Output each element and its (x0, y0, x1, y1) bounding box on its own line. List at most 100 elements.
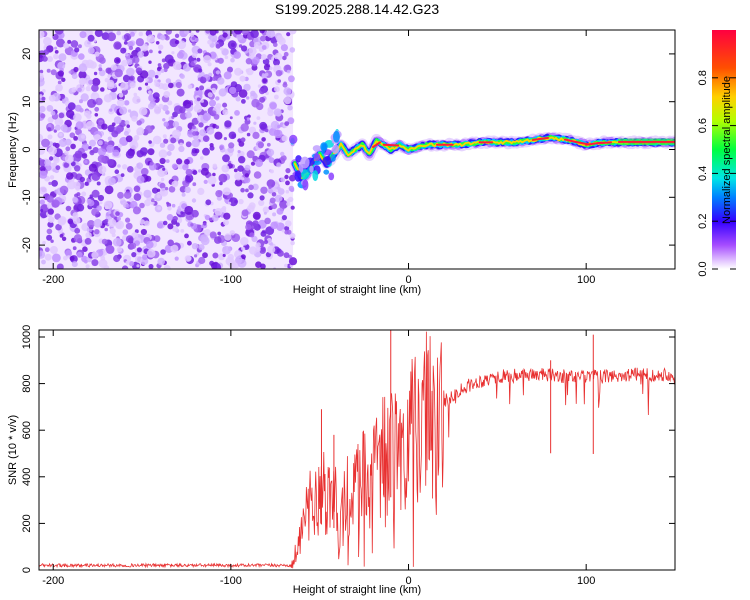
noise-speckle (136, 127, 145, 136)
noise-speckle (149, 49, 153, 54)
colorbar-ticks: 0.0 0.2 0.4 0.6 0.8 (697, 70, 736, 277)
onset-blob (312, 170, 319, 182)
noise-speckle (209, 231, 217, 239)
noise-speckle (58, 53, 67, 62)
onset-blob (325, 155, 331, 161)
noise-speckle (57, 217, 66, 226)
noise-speckle (64, 138, 72, 146)
noise-speckle (148, 140, 152, 144)
noise-speckle (39, 170, 48, 179)
spectrogram-y-axis-label: Frequency (Hz) (7, 112, 19, 188)
noise-speckle (74, 165, 81, 172)
noise-speckle (241, 177, 245, 181)
noise-speckle (281, 215, 287, 221)
noise-speckle (191, 243, 199, 250)
noise-speckle (165, 30, 172, 35)
noise-speckle (39, 94, 43, 98)
noise-speckle (191, 41, 196, 46)
noise-speckle (107, 158, 114, 166)
noise-speckle (272, 212, 277, 217)
noise-speckle (76, 251, 83, 258)
noise-speckle (208, 217, 213, 222)
noise-speckle (42, 240, 46, 245)
noise-speckle (172, 225, 178, 232)
noise-speckle (195, 87, 199, 91)
onset-blob (313, 153, 321, 162)
noise-speckle (124, 100, 130, 106)
noise-speckle (159, 182, 166, 189)
noise-speckle (101, 238, 108, 245)
noise-speckle (240, 254, 246, 260)
noise-speckle (241, 246, 246, 251)
noise-speckle (159, 142, 166, 148)
noise-speckle (217, 77, 225, 85)
noise-speckle (284, 174, 289, 180)
noise-speckle (262, 206, 270, 214)
noise-speckle (117, 164, 121, 168)
noise-speckle (61, 236, 67, 241)
noise-speckle (236, 33, 243, 41)
noise-speckle (264, 72, 269, 77)
noise-speckle (249, 232, 255, 238)
noise-speckle (266, 142, 271, 147)
noise-speckle (74, 193, 79, 198)
noise-speckle (58, 119, 63, 124)
noise-speckle (39, 146, 45, 155)
noise-speckle (253, 121, 257, 125)
noise-speckle (157, 206, 162, 211)
noise-speckle (98, 64, 102, 68)
noise-speckle (260, 263, 266, 269)
noise-speckle (87, 34, 95, 42)
noise-speckle (131, 115, 138, 122)
noise-speckle (184, 205, 194, 215)
noise-speckle (174, 256, 179, 261)
noise-speckle (78, 63, 88, 73)
noise-speckle (274, 94, 279, 100)
noise-speckle (59, 234, 64, 238)
noise-speckle (47, 134, 53, 140)
noise-speckle (240, 137, 246, 143)
noise-speckle (287, 105, 293, 111)
onset-blob (302, 179, 309, 191)
noise-speckle (108, 210, 112, 214)
noise-speckle (218, 173, 228, 183)
y-tick-label: 400 (21, 468, 33, 486)
noise-speckle (263, 63, 271, 71)
noise-speckle (156, 194, 161, 199)
noise-speckle (55, 165, 61, 171)
noise-speckle (136, 264, 140, 268)
noise-speckle (179, 74, 185, 79)
noise-speckle (257, 141, 264, 149)
noise-speckle (146, 249, 156, 258)
noise-speckle (204, 110, 207, 114)
snr-line (39, 331, 675, 569)
noise-speckle (48, 181, 52, 186)
noise-speckle (231, 233, 241, 242)
noise-speckle (86, 75, 90, 79)
noise-speckle (198, 71, 205, 78)
noise-speckle (163, 67, 168, 73)
noise-speckle (125, 260, 130, 265)
noise-speckle (149, 161, 154, 166)
noise-speckle (214, 131, 223, 140)
noise-speckle (51, 199, 60, 208)
noise-speckle (89, 150, 95, 156)
noise-speckle (248, 53, 255, 59)
noise-speckle (148, 90, 152, 95)
noise-speckle (194, 88, 203, 98)
noise-speckle (203, 222, 207, 226)
x-tick-label: 100 (577, 274, 595, 286)
colorbar-label: Normalized spectral amplitude (721, 76, 733, 224)
noise-speckle (274, 86, 280, 93)
noise-speckle (267, 109, 274, 117)
noise-speckle (174, 39, 180, 45)
noise-speckle (171, 129, 181, 139)
noise-speckle (55, 84, 63, 92)
noise-speckle (221, 206, 227, 211)
noise-speckle (97, 165, 107, 174)
noise-speckle (203, 179, 208, 184)
noise-speckle (47, 208, 54, 215)
noise-speckle (164, 54, 174, 64)
noise-speckle (104, 218, 109, 223)
